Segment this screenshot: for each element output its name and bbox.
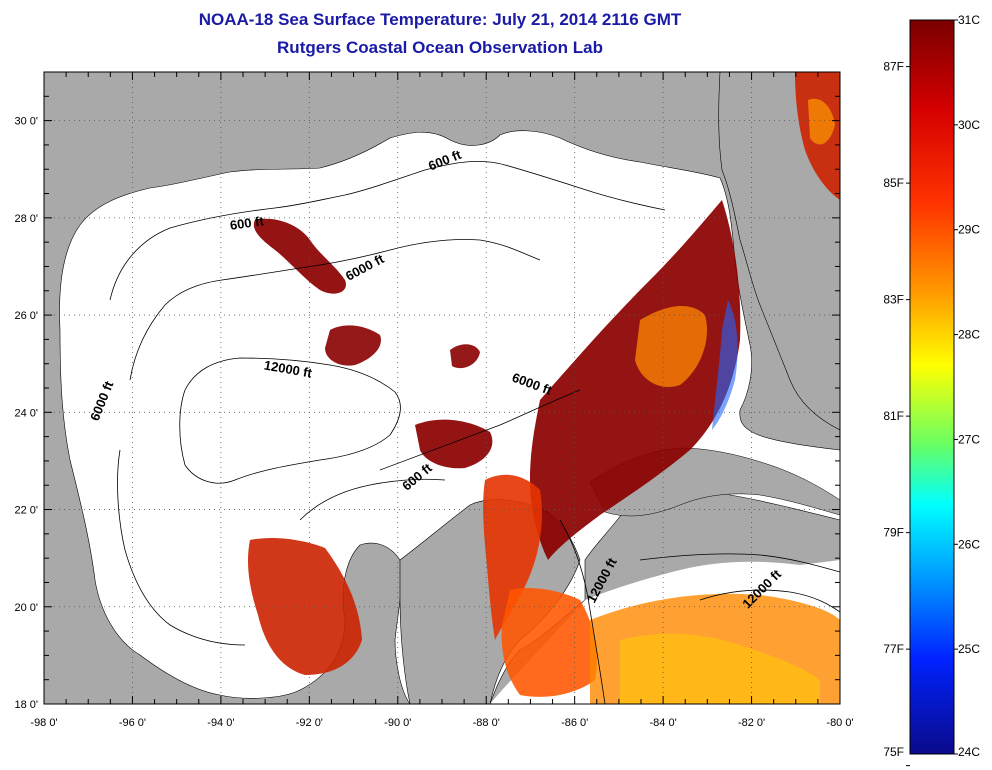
- colorbar-labels: 31C 30C 29C 28C 27C 26C 25C 24C 87F 85F 83F 81F 79F 7…: [883, 13, 980, 767]
- lat-tick-label: 28 0': [14, 213, 38, 225]
- colorbar-celsius-label: 24C: [958, 745, 980, 759]
- lon-tick-label: -92 0': [296, 717, 323, 729]
- lat-tick-label: 30 0': [14, 116, 38, 128]
- colorbar-celsius-label: 31C: [958, 13, 980, 27]
- colorbar-celsius-label: 29C: [958, 223, 980, 237]
- lon-tick-label: -88 0': [473, 717, 500, 729]
- colorbar-celsius-label: 30C: [958, 118, 980, 132]
- axis-ticks: [43, 71, 841, 705]
- florida-land: [718, 72, 840, 431]
- colorbar-fahrenheit-label: 75F: [883, 745, 904, 759]
- colorbar-celsius-label: 26C: [958, 537, 980, 551]
- lon-tick-label: -84 0': [650, 717, 677, 729]
- colorbar-celsius-label: 27C: [958, 432, 980, 446]
- depth-contours: [109, 161, 840, 704]
- lon-tick-label: -98 0': [30, 717, 57, 729]
- colorbar-celsius-label: 28C: [958, 328, 980, 342]
- graticule: [44, 72, 840, 704]
- lon-tick-label: -86 0': [561, 717, 588, 729]
- lat-tick-label: 26 0': [14, 310, 38, 322]
- colorbar-fahrenheit-label: 83F: [883, 293, 904, 307]
- lat-tick-label: 18 0': [14, 699, 38, 711]
- axis-tick-labels: -98 0' -96 0' -94 0' -92 0' -90 0' -88 0' -86 …: [14, 116, 853, 729]
- lat-tick-label: 20 0': [14, 602, 38, 614]
- lon-tick-label: -80 0': [826, 717, 853, 729]
- colorbar-fahrenheit-label: 87F: [883, 60, 904, 74]
- map-title: NOAA-18 Sea Surface Temperature: July 21…: [198, 10, 682, 29]
- lon-tick-label: -82 0': [738, 717, 765, 729]
- lat-tick-label: 22 0': [14, 505, 38, 517]
- colorbar-fahrenheit-label: 77F: [883, 642, 904, 656]
- colorbar-fahrenheit-label: 85F: [883, 176, 904, 190]
- colorbar-fahrenheit-label: 81F: [883, 409, 904, 423]
- colorbar-celsius-label: 25C: [958, 642, 980, 656]
- map-subtitle: Rutgers Coastal Ocean Observation Lab: [277, 38, 603, 57]
- lat-tick-label: 24 0': [14, 407, 38, 419]
- lon-tick-label: -90 0': [384, 717, 411, 729]
- contour-label: 600 ft: [229, 213, 265, 233]
- lon-tick-label: -96 0': [119, 717, 146, 729]
- colorbar: [909, 19, 955, 755]
- colorbar-fahrenheit-label: 79F: [883, 526, 904, 540]
- sst-patches: [247, 72, 840, 704]
- lon-tick-label: -94 0': [207, 717, 234, 729]
